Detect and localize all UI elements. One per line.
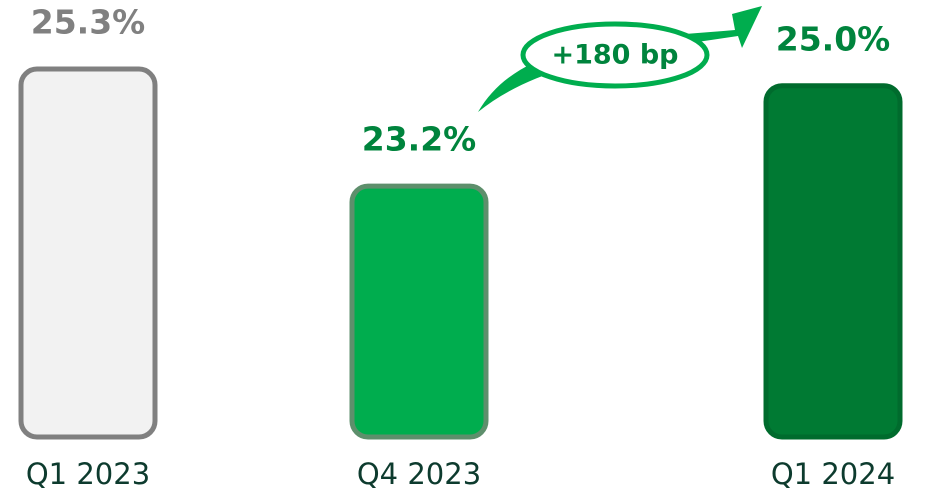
x-tick-label: Q4 2023 <box>357 457 481 491</box>
bar <box>18 66 158 440</box>
value-label: 23.2% <box>362 120 477 159</box>
annotation-bubble <box>520 21 710 89</box>
value-label: 25.3% <box>31 3 146 42</box>
annotation: +180 bp <box>551 40 678 71</box>
bar <box>349 183 489 440</box>
x-tick-label: Q1 2024 <box>771 457 895 491</box>
change-arrow: +180 bp <box>478 6 762 112</box>
value-label: 25.0% <box>776 19 891 58</box>
x-tick-label: Q1 2023 <box>26 457 150 491</box>
bar <box>763 83 903 440</box>
arrow-swoosh <box>478 6 762 112</box>
